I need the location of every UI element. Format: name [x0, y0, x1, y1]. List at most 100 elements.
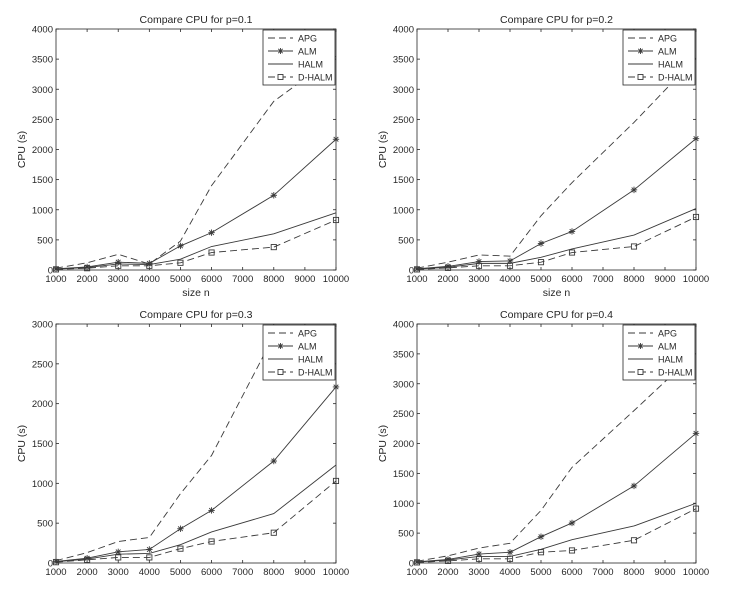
series-line — [416, 352, 697, 562]
x-tick-label: 1000 — [45, 274, 66, 285]
y-tick-label: 500 — [398, 235, 414, 246]
data-point-square — [475, 555, 483, 562]
data-point-square — [413, 559, 421, 566]
star-stroke — [146, 546, 152, 553]
data-point-square — [52, 266, 60, 273]
data-point-square — [115, 554, 122, 561]
series-halm — [416, 208, 697, 270]
legend-label: ALM — [658, 341, 677, 351]
legend-item-alm: ALM — [628, 341, 677, 351]
series-d-halm — [52, 216, 340, 273]
data-point-square — [208, 538, 215, 545]
y-tick-label: 3500 — [393, 349, 414, 360]
legend-square-icon — [637, 74, 644, 80]
legend: APG ALM HALM D-HALM — [622, 324, 696, 381]
y-tick-label: 0 — [48, 559, 53, 570]
data-point-star — [332, 383, 340, 391]
series-line — [55, 219, 337, 270]
data-point-square — [177, 259, 184, 266]
x-tick-label: 7000 — [592, 567, 613, 578]
y-tick-label: 0 — [48, 266, 53, 277]
data-point-square — [692, 505, 700, 512]
y-tick-label: 500 — [37, 519, 53, 530]
x-tick-label: 6000 — [201, 274, 222, 285]
x-tick-label: 10000 — [323, 274, 349, 285]
legend-square-icon — [277, 369, 284, 375]
data-point-star — [208, 229, 215, 236]
data-point-star — [630, 186, 638, 194]
series-apg — [416, 352, 697, 562]
x-tick-label: 4000 — [499, 274, 520, 285]
x-tick-label: 1000 — [406, 567, 427, 578]
chart-panel-4: 1000 2000 3000 4000 5000 6000 7000 8000 9000 1000… — [377, 309, 709, 578]
x-tick-label: 9000 — [294, 274, 315, 285]
legend-item-d-halm: D-HALM — [628, 72, 693, 82]
data-point-square — [475, 262, 483, 269]
x-tick-label: 2000 — [437, 274, 458, 285]
y-tick-label: 3000 — [393, 379, 414, 390]
x-axis-label: size n — [182, 287, 210, 299]
legend-item-alm: ALM — [628, 46, 677, 56]
chart-title: Compare CPU for p=0.2 — [500, 14, 613, 26]
star-stroke — [569, 520, 575, 526]
data-point-star — [208, 507, 215, 514]
y-axis-label: CPU (s) — [16, 425, 28, 462]
data-point-star — [506, 257, 514, 265]
star-stroke — [271, 192, 277, 198]
legend-square-icon — [637, 369, 644, 375]
legend-item-apg: APG — [628, 33, 677, 43]
legend-item-halm: HALM — [628, 59, 683, 69]
chart-panel-2: 1000 2000 3000 4000 5000 6000 7000 8000 9000 1000… — [377, 14, 709, 299]
y-tick-label: 2000 — [393, 145, 414, 156]
legend-item-apg: APG — [628, 328, 677, 338]
x-tick-label: 7000 — [232, 567, 253, 578]
y-tick-label: 1500 — [32, 439, 53, 450]
x-tick-label: 7000 — [592, 274, 613, 285]
data-point-square — [444, 557, 452, 564]
data-point-star — [83, 555, 91, 562]
star-stroke — [693, 136, 699, 142]
star-stroke — [507, 258, 513, 264]
y-axis-label: CPU (s) — [16, 131, 28, 168]
data-point-star — [692, 430, 700, 437]
legend-square-icon — [277, 74, 284, 80]
y-tick-label: 0 — [409, 559, 414, 570]
series-line — [55, 464, 337, 563]
series-line — [416, 508, 697, 563]
legend-label: ALM — [298, 46, 317, 56]
data-point-star — [332, 136, 340, 143]
series-line — [55, 386, 337, 562]
y-tick-label: 2500 — [32, 115, 53, 126]
y-tick-label: 2500 — [393, 409, 414, 420]
data-point-square — [506, 555, 514, 562]
series-alm — [413, 430, 700, 566]
y-tick-label: 2000 — [32, 145, 53, 156]
star-stroke — [271, 458, 277, 464]
data-point-square — [568, 547, 576, 554]
legend-item-alm: ALM — [268, 46, 317, 56]
y-tick-label: 2000 — [393, 439, 414, 450]
data-point-star — [506, 549, 514, 556]
x-tick-label: 6000 — [561, 274, 582, 285]
y-tick-label: 3000 — [32, 320, 53, 331]
data-point-square — [115, 262, 122, 269]
data-point-star — [537, 533, 545, 540]
data-point-square — [146, 262, 153, 269]
star-stroke — [693, 430, 699, 436]
legend-star-icon — [637, 48, 644, 54]
y-tick-label: 1000 — [393, 499, 414, 510]
legend-label: HALM — [298, 59, 323, 69]
data-point-square — [537, 259, 545, 266]
data-point-star — [270, 457, 277, 465]
data-point-square — [177, 545, 184, 552]
legend: APG ALM HALM D-HALM — [262, 324, 336, 381]
x-tick-label: 8000 — [623, 274, 644, 285]
series-line — [55, 138, 337, 270]
data-point-star — [692, 135, 700, 142]
data-point-square — [537, 549, 545, 556]
data-point-square — [146, 554, 153, 561]
series-d-halm — [413, 213, 700, 273]
x-tick-label: 3000 — [108, 274, 129, 285]
legend-label: APG — [658, 328, 677, 338]
